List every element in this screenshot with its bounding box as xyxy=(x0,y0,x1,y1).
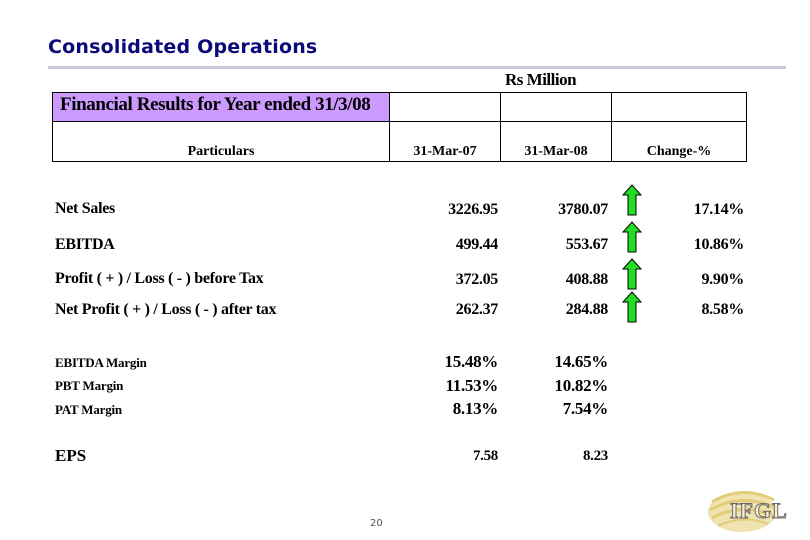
row-value-07: 499.44 xyxy=(455,236,499,253)
header-blank-cell-1 xyxy=(389,92,501,122)
header-col2: 31-Mar-08 xyxy=(524,144,588,159)
margin-label-pat: PAT Margin xyxy=(55,402,122,417)
margin-value-07: 8.13% xyxy=(452,399,499,418)
up-arrow-icon xyxy=(622,258,642,290)
title-rule xyxy=(48,66,786,69)
row-label-pbt: Profit ( + ) / Loss ( - ) before Tax xyxy=(55,270,264,287)
header-blank-cell-2 xyxy=(500,92,612,122)
up-arrow-icon xyxy=(622,184,642,216)
up-arrow-icon xyxy=(622,221,642,253)
company-logo: IFGL xyxy=(704,482,804,536)
header-change-cell xyxy=(611,121,747,162)
row-value-07: 262.37 xyxy=(455,301,499,318)
logo-swoosh-icon xyxy=(708,490,777,532)
row-label-ebitda: EBITDA xyxy=(55,236,115,253)
units-label: Rs Million xyxy=(505,70,577,89)
margin-value-08: 7.54% xyxy=(562,399,609,418)
page-number: 20 xyxy=(370,518,383,529)
row-value-08: 3780.07 xyxy=(558,201,608,218)
header-blank-cell-3 xyxy=(611,92,747,122)
page-title: Consolidated Operations xyxy=(48,36,318,58)
row-change: 9.90% xyxy=(701,271,744,288)
eps-label: EPS xyxy=(55,446,87,465)
table-caption: Financial Results for Year ended 31/3/08 xyxy=(60,94,371,115)
row-label-pat: Net Profit ( + ) / Loss ( - ) after tax xyxy=(55,301,277,318)
row-value-07: 372.05 xyxy=(455,271,499,288)
header-col1: 31-Mar-07 xyxy=(413,144,477,159)
eps-value-07: 7.58 xyxy=(472,448,498,464)
margin-label-pbt: PBT Margin xyxy=(55,378,124,393)
margin-value-08: 14.65% xyxy=(554,352,609,371)
row-value-08: 284.88 xyxy=(565,301,609,318)
row-change: 8.58% xyxy=(701,301,744,318)
row-label-net-sales: Net Sales xyxy=(55,200,115,217)
up-arrow-icon xyxy=(622,291,642,323)
header-particulars: Particulars xyxy=(187,144,255,159)
logo-text: IFGL xyxy=(730,498,788,524)
row-change: 17.14% xyxy=(693,201,745,218)
margin-label-ebitda: EBITDA Margin xyxy=(55,355,147,370)
margin-value-08: 10.82% xyxy=(554,376,609,395)
margin-value-07: 11.53% xyxy=(445,376,498,395)
row-value-07: 3226.95 xyxy=(448,201,498,218)
header-change: Change-% xyxy=(646,144,712,159)
row-change: 10.86% xyxy=(693,236,745,253)
eps-value-08: 8.23 xyxy=(582,448,608,464)
margin-value-07: 15.48% xyxy=(444,352,499,371)
row-value-08: 408.88 xyxy=(565,271,609,288)
row-value-08: 553.67 xyxy=(565,236,609,253)
